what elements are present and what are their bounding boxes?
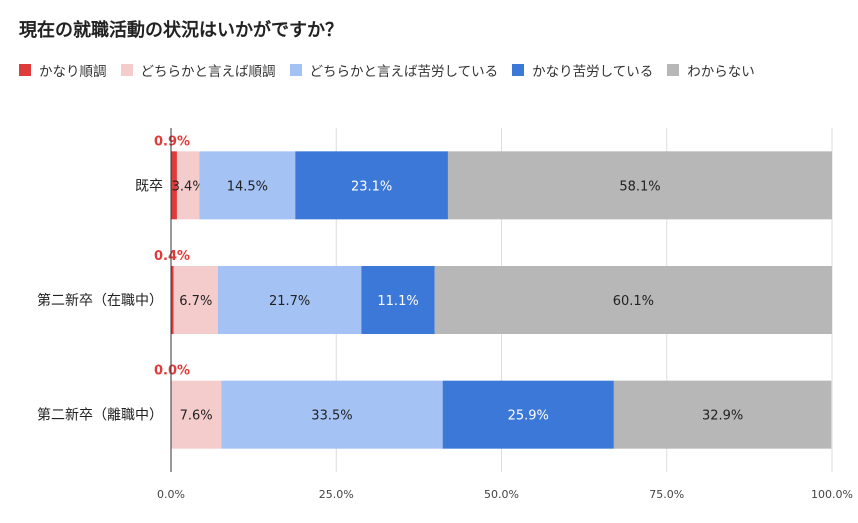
bar-segment — [221, 380, 443, 449]
data-label: 0.4% — [154, 249, 190, 264]
category-label: 既卒 — [135, 178, 163, 194]
data-label: 23.1% — [351, 179, 392, 194]
data-label: 6.7% — [179, 294, 212, 309]
legend-swatch — [667, 64, 680, 76]
legend-label: どちらかと言えば順調 — [140, 64, 276, 80]
bar-segment — [171, 151, 177, 220]
bar-segment — [434, 266, 832, 334]
bar-segment — [171, 266, 174, 334]
bar-segment — [217, 266, 362, 334]
legend-label: わからない — [687, 64, 755, 80]
bar-segment — [171, 380, 222, 449]
data-label: 3.4% — [172, 179, 205, 194]
legend-item: どちらかと言えば苦労している — [289, 60, 499, 80]
chart-legend: かなり順調 どちらかと言えば順調 どちらかと言えば苦労している かなり苦労している わか… — [19, 60, 769, 80]
legend-item: どちらかと言えば順調 — [120, 60, 276, 80]
legend-item: わからない — [667, 60, 755, 80]
bar-segment — [447, 151, 832, 220]
legend-swatch — [289, 64, 302, 76]
chart-title: 現在の就職活動の状況はいかがですか？ — [19, 20, 343, 41]
legend-swatch — [512, 64, 525, 76]
bar-segment — [295, 151, 448, 220]
x-tick-label: 25.0% — [319, 488, 354, 501]
bar-segment — [199, 151, 296, 220]
data-label: 60.1% — [613, 294, 654, 309]
legend-swatch — [19, 64, 31, 76]
legend-label: かなり順調 — [39, 64, 107, 80]
data-label: 58.1% — [619, 179, 660, 194]
data-label: 25.9% — [508, 409, 549, 424]
category-label: 第二新卒（在職中） — [37, 292, 163, 309]
legend-label: かなり苦労している — [532, 64, 654, 80]
legend-label: どちらかと言えば苦労している — [309, 64, 499, 80]
legend-item: かなり順調 — [19, 60, 107, 80]
x-tick-label: 50.0% — [484, 488, 519, 501]
legend-item: かなり苦労している — [512, 60, 653, 80]
data-label: 7.6% — [180, 409, 213, 424]
bar-segment — [176, 151, 200, 220]
x-tick-label: 100.0% — [811, 488, 853, 501]
data-label: 0.0% — [154, 364, 190, 379]
legend-swatch — [120, 64, 133, 76]
bar-segment — [613, 380, 832, 449]
category-label: 第二新卒（離職中） — [37, 407, 163, 424]
bar-segment — [173, 266, 218, 334]
data-label: 14.5% — [227, 179, 268, 194]
bar-segment — [442, 380, 614, 449]
data-label: 21.7% — [269, 294, 310, 309]
data-label: 11.1% — [377, 294, 418, 309]
bar-segment — [361, 266, 435, 334]
data-label: 32.9% — [702, 409, 743, 424]
data-label: 0.9% — [154, 134, 190, 149]
x-tick-label: 0.0% — [157, 488, 185, 501]
x-tick-label: 75.0% — [649, 488, 684, 501]
data-label: 33.5% — [311, 409, 352, 424]
